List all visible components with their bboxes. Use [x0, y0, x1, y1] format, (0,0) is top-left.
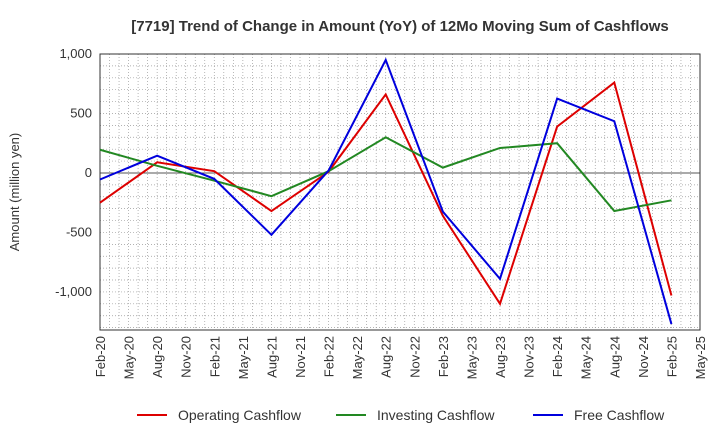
x-tick-label: Feb-21 [207, 336, 222, 377]
x-tick-label: Feb-23 [436, 336, 451, 377]
x-axis: Feb-20 May-20 Aug-20 Nov-20 Feb-21 May-21 Aug-… [93, 336, 708, 379]
y-tick-label: 1,000 [59, 46, 92, 61]
x-tick-label: May-21 [236, 336, 251, 379]
y-tick-label: 500 [70, 105, 92, 120]
x-tick-label: Nov-23 [522, 336, 537, 378]
y-tick-label: 0 [85, 165, 92, 180]
series-line-free-cashflow [99, 57, 673, 325]
y-tick-label: -1,000 [55, 284, 92, 299]
x-tick-label: Aug-24 [607, 336, 622, 378]
x-tick-label: May-25 [693, 336, 708, 379]
legend: Operating Cashflow Investing Cashflow Free… [137, 407, 665, 423]
chart-title: [7719] Trend of Change in Amount (YoY) o… [131, 18, 669, 35]
x-tick-label: Nov-24 [636, 336, 651, 378]
series-line-investing-cashflow [99, 136, 672, 213]
x-tick-label: May-20 [122, 336, 137, 379]
plot-area [99, 53, 701, 331]
legend-label: Investing Cashflow [377, 407, 495, 423]
series-group [99, 57, 673, 325]
y-axis: 1,000 500 0 -500 -1,000 [55, 46, 92, 299]
x-tick-label: May-22 [350, 336, 365, 379]
x-tick-label: Aug-23 [493, 336, 508, 378]
series-line-operating-cashflow [99, 80, 673, 307]
y-axis-label: Amount (million yen) [7, 133, 22, 252]
x-tick-label: Nov-21 [293, 336, 308, 378]
x-tick-label: May-24 [579, 336, 594, 379]
x-tick-label: Feb-20 [93, 336, 108, 377]
x-tick-label: Aug-20 [150, 336, 165, 378]
legend-label: Free Cashflow [574, 407, 665, 423]
x-tick-label: Feb-25 [664, 336, 679, 377]
x-tick-label: Feb-22 [322, 336, 337, 377]
x-tick-label: Aug-21 [264, 336, 279, 378]
legend-label: Operating Cashflow [178, 407, 302, 423]
x-tick-label: Feb-24 [550, 336, 565, 377]
x-tick-label: Nov-20 [179, 336, 194, 378]
x-tick-label: May-23 [464, 336, 479, 379]
x-tick-label: Aug-22 [379, 336, 394, 378]
x-tick-label: Nov-22 [407, 336, 422, 378]
y-tick-label: -500 [66, 224, 92, 239]
